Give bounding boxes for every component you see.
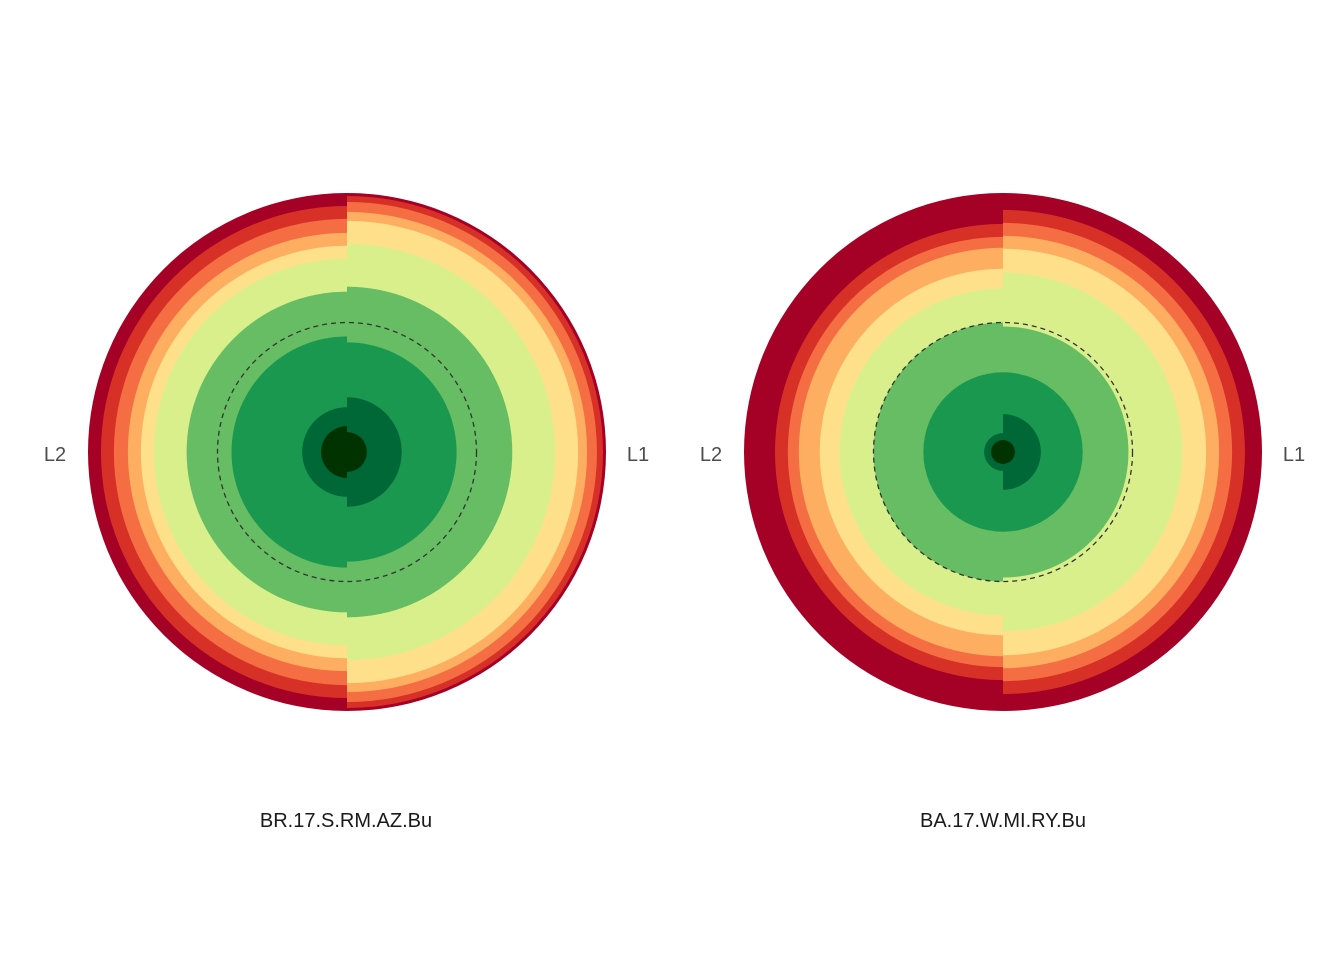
- panel-2-title: BA.17.W.MI.RY.Bu: [920, 810, 1086, 832]
- panel-2-left-ring-8: [923, 372, 1003, 532]
- panel-1-right-ring-8: [347, 342, 457, 562]
- panel-2: L2 L1 BA.17.W.MI.RY.Bu: [700, 193, 1305, 832]
- panel-1-right-ring-10: [347, 432, 367, 472]
- panel-2-left-label: L2: [700, 444, 722, 466]
- panel-1-left-label: L2: [44, 444, 66, 466]
- panel-2-right-ring-9: [1003, 414, 1041, 490]
- panel-2-dashed-ring: [872, 321, 1134, 583]
- panel-2-right-ring-10: [1003, 440, 1015, 464]
- panel-1-right-label: L1: [627, 444, 649, 466]
- panel-1-dashed-ring: [216, 321, 478, 583]
- panel-1: L2 L1 BR.17.S.RM.AZ.Bu: [44, 193, 649, 832]
- panel-1-title: BR.17.S.RM.AZ.Bu: [260, 810, 432, 832]
- panel-1-left-ring-10: [321, 426, 347, 478]
- panel-1-rings: [88, 193, 606, 711]
- panel-1-left-ring-8: [231, 336, 347, 568]
- panel-2-left-ring-10: [991, 440, 1004, 464]
- panel-2-rings: [744, 193, 1262, 711]
- panel-1-right-ring-9: [347, 397, 402, 507]
- panel-2-right-label: L1: [1283, 444, 1305, 466]
- panel-2-right-ring-8: [1003, 372, 1083, 532]
